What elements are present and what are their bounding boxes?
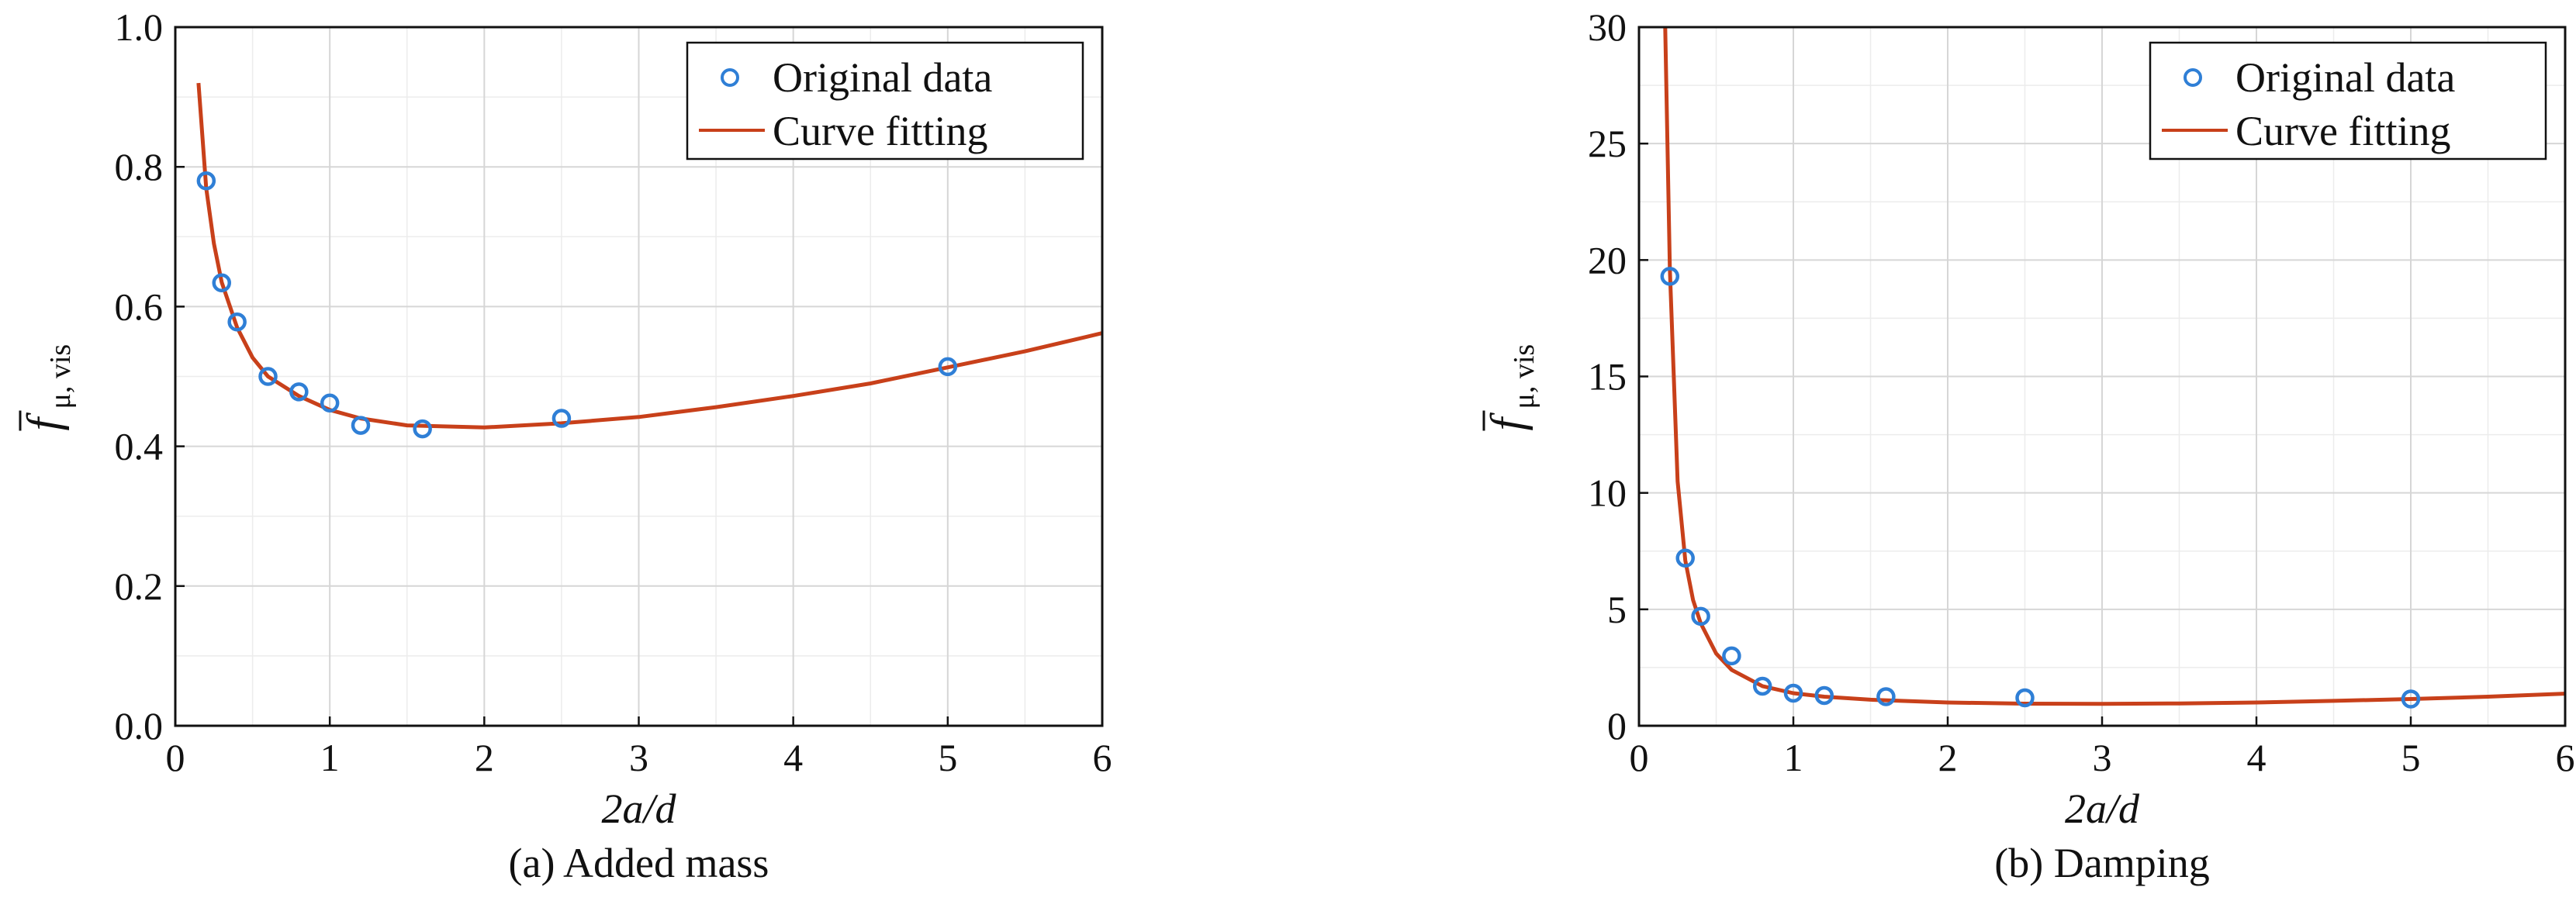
legend-marker-original-data [2184,68,2202,87]
y-tick-label: 20 [1588,238,1627,281]
x-tick-label: 1 [1784,736,1803,779]
x-tick-label: 0 [1630,736,1649,779]
y-axis-label-subscript: μ, vis [44,344,77,409]
data-point [320,393,340,413]
data-marks [1660,26,2566,709]
chart-added-mass: 0 1 2 3 4 5 6 0.0 0.2 0.4 0.6 0.8 1.0 Original data … [18,5,1112,886]
data-point [552,409,572,428]
legend-label-original-data: Original data [773,54,992,101]
legend-box [686,41,1084,161]
legend-label-original-data: Original data [2235,54,2455,101]
data-point [212,273,231,293]
y-tick-label: 0 [1607,704,1627,747]
y-tick-label: 0.4 [115,425,164,468]
y-tick-label: 25 [1588,122,1627,165]
x-tick-label: 4 [2247,736,2267,779]
legend-label-curve-fitting: Curve fitting [773,108,987,154]
data-point [258,367,278,386]
y-tick-label: 0.8 [115,145,164,188]
legend: Original data Curve fitting [686,41,1084,161]
tick-labels: 0 1 2 3 4 5 6 0.0 0.2 0.4 0.6 0.8 1.0 [115,5,1112,779]
y-axis-label-main: f [1482,413,1533,431]
data-point [1752,676,1772,696]
x-tick-label: 6 [2556,736,2575,779]
data-point [413,419,432,439]
data-point [196,171,216,191]
x-axis-label: 2a/d [601,785,676,832]
legend-marker-original-data [721,68,739,87]
y-axis-label-main: f [18,413,69,431]
data-point [938,357,958,377]
y-tick-label: 15 [1588,355,1627,399]
panel-caption: (b) Damping [1994,840,2209,886]
x-tick-label: 0 [166,736,185,779]
x-tick-label: 4 [783,736,803,779]
data-point [2015,688,2035,708]
data-point [1675,548,1695,568]
y-axis-label-subscript: μ, vis [1508,344,1540,409]
x-tick-label: 3 [629,736,648,779]
x-tick-label: 5 [2401,736,2421,779]
x-tick-label: 2 [475,736,494,779]
legend: Original data Curve fitting [2149,41,2547,161]
data-point [1691,606,1710,627]
series-line-curve-fitting [1663,26,2566,706]
y-tick-label: 10 [1588,471,1627,515]
legend-label-curve-fitting: Curve fitting [2235,108,2450,154]
data-point [1783,683,1803,703]
data-point [1814,685,1834,706]
x-tick-label: 1 [320,736,340,779]
chart-damping: 0 1 2 3 4 5 6 0 5 10 15 20 25 30 Original data Curve … [1482,5,2575,886]
x-axis-label: 2a/d [2065,785,2140,832]
data-point [1660,267,1680,286]
y-tick-label: 1.0 [115,5,164,49]
data-marks [196,82,1103,439]
x-tick-label: 2 [1938,736,1958,779]
panel-caption: (a) Added mass [509,840,769,886]
y-tick-label: 5 [1607,588,1627,631]
y-tick-label: 30 [1588,5,1627,49]
y-tick-label: 0.6 [115,285,164,328]
legend-box [2149,41,2547,161]
x-tick-label: 5 [938,736,957,779]
data-point [289,382,309,402]
data-point [2401,689,2421,709]
data-point [227,312,247,332]
data-point [351,416,371,435]
y-axis-label: f μ, vis [18,344,77,431]
tick-labels: 0 1 2 3 4 5 6 0 5 10 15 20 25 30 [1588,5,2575,779]
data-point [1722,646,1741,666]
x-tick-label: 3 [2093,736,2112,779]
data-point [1876,687,1896,706]
y-axis-label: f μ, vis [1482,344,1540,431]
y-tick-label: 0.0 [115,704,164,747]
x-tick-label: 6 [1093,736,1112,779]
y-tick-label: 0.2 [115,564,164,608]
